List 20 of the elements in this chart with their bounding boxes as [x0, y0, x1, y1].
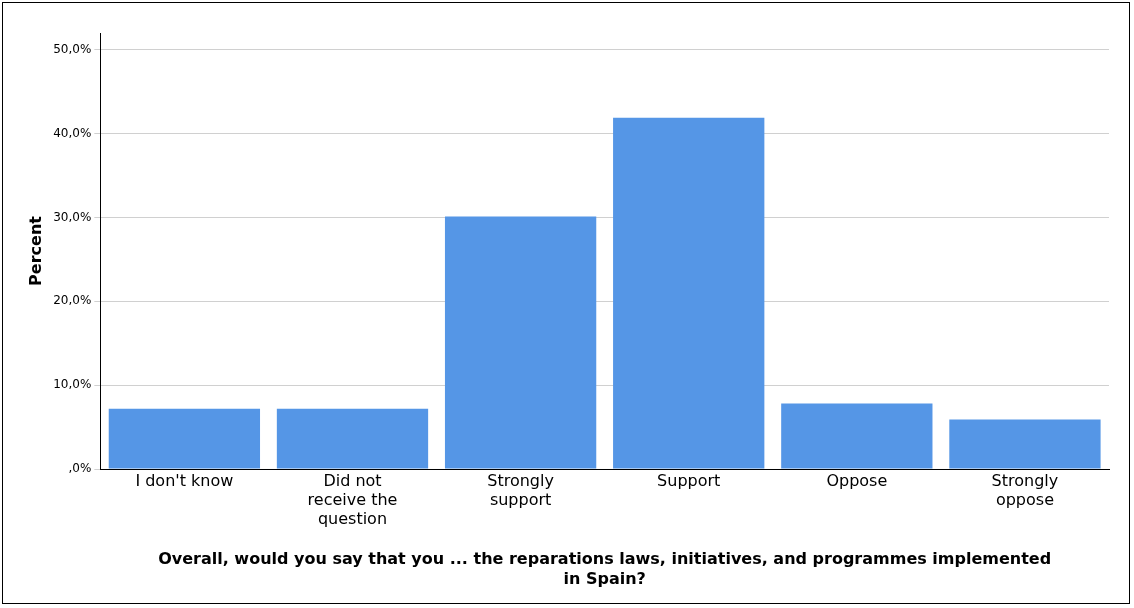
y-tick-label: 10,0%: [53, 377, 92, 392]
bar: [108, 408, 261, 469]
y-tick-label: 40,0%: [53, 125, 92, 140]
bar: [613, 117, 765, 469]
y-axis-title: Percent: [25, 215, 45, 286]
bar: [781, 403, 933, 469]
x-tick-label: Did not receive the question: [307, 470, 398, 529]
x-tick-label: Strongly support: [487, 470, 554, 509]
x-tick-label: Oppose: [826, 470, 888, 490]
y-tick-label: 30,0%: [53, 209, 92, 224]
x-axis-title: Overall, would you say that you ... the reparations laws, initiatives, and programmes implemented in Spain?: [158, 549, 1052, 588]
y-tick-label: ,0%: [68, 461, 92, 476]
x-tick-label: Strongly oppose: [991, 470, 1059, 509]
y-tick-label: 50,0%: [53, 41, 92, 56]
bar: [444, 216, 597, 469]
bar: [949, 419, 1101, 469]
bar: [276, 408, 429, 469]
x-tick-label: I don't know: [135, 470, 234, 490]
x-tick-label: Support: [657, 470, 721, 490]
y-tick-label: 20,0%: [53, 293, 92, 308]
